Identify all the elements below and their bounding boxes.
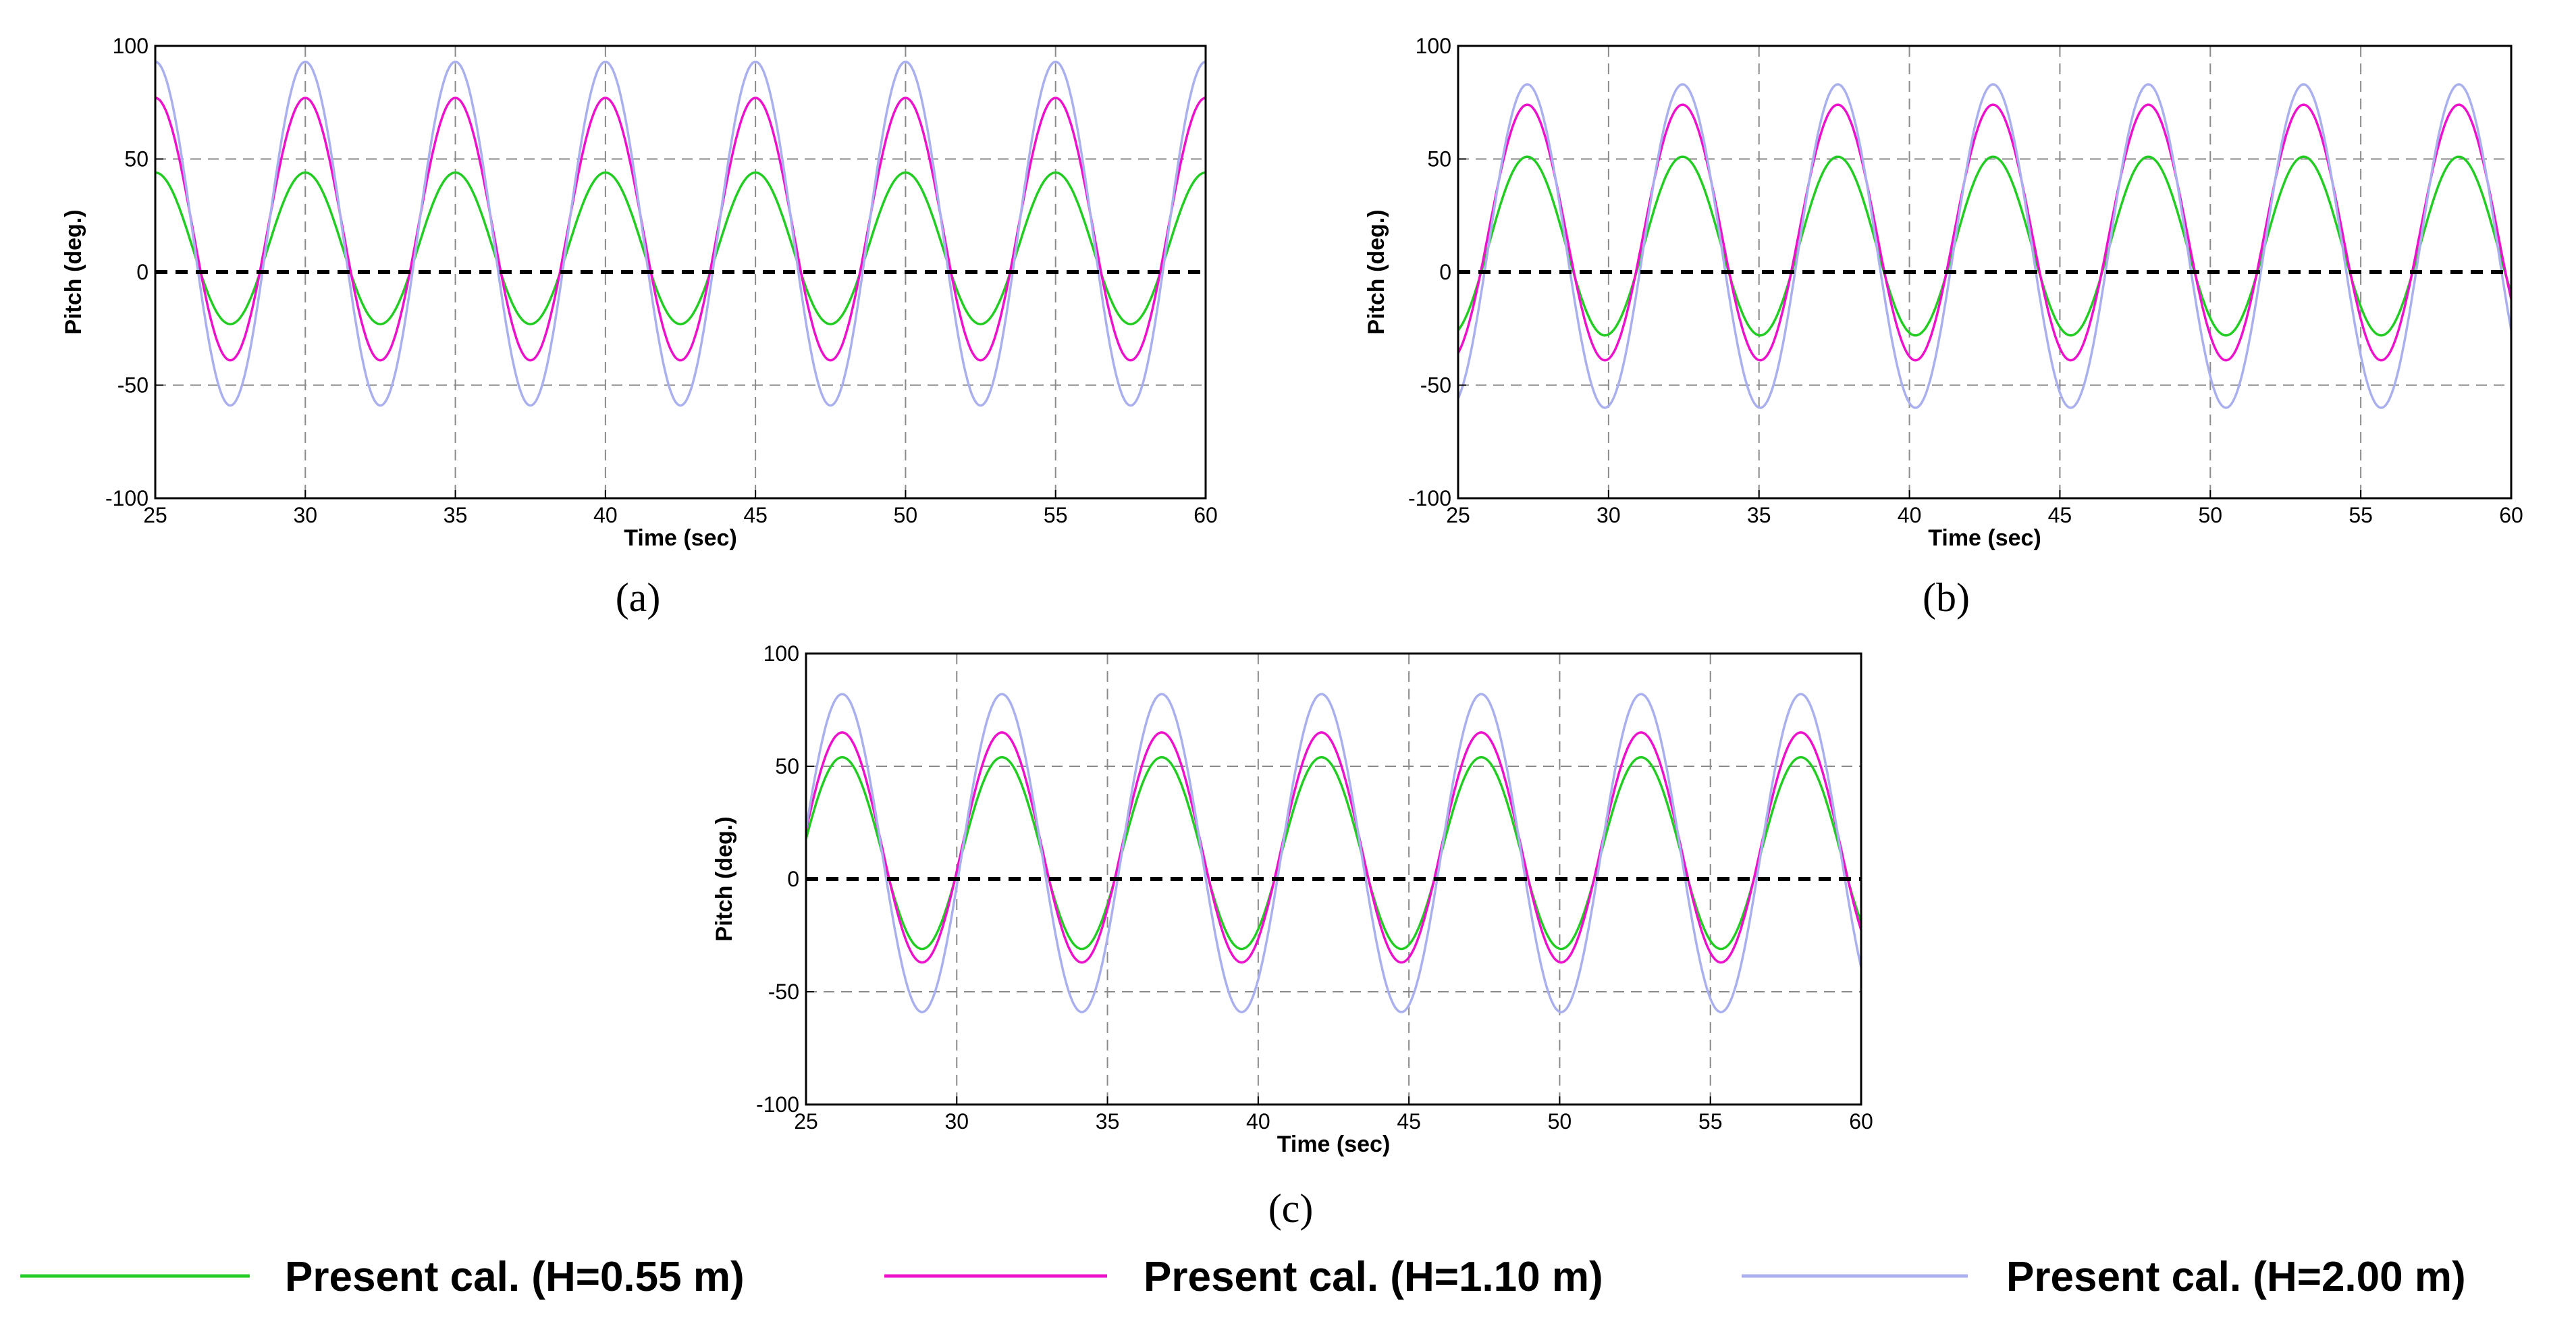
x-tick-label-40-a: 40	[593, 503, 618, 527]
series-line-h200-a	[155, 60, 1206, 407]
legend: Present cal. (H=0.55 m) Present cal. (H=…	[20, 1254, 2466, 1300]
x-tick-label-55-b: 55	[2349, 503, 2373, 527]
y-tick-label-100-b: 100	[1416, 34, 1451, 58]
x-axis-title-b: Time (sec)	[1928, 525, 2041, 551]
legend-item-h055: Present cal. (H=0.55 m)	[20, 1254, 745, 1300]
y-axis-title-b: Pitch (deg.)	[1364, 209, 1389, 334]
x-tick-label-45-c: 45	[1397, 1109, 1421, 1134]
y-tick-label-0-b: 0	[1439, 260, 1451, 284]
x-tick-label-40-b: 40	[1898, 503, 1922, 527]
series-line-h110-b	[1458, 103, 2511, 362]
legend-item-h200: Present cal. (H=2.00 m)	[1742, 1254, 2466, 1300]
panel-label-c: (c)	[1268, 1186, 1314, 1231]
x-tick-label-55-a: 55	[1044, 503, 1068, 527]
series-line-h055-c	[806, 755, 1861, 951]
y-axis-title-c: Pitch (deg.)	[712, 816, 737, 941]
series-line-h055-a	[155, 171, 1206, 325]
y-tick-label-100-c: 100	[763, 641, 799, 666]
x-tick-label-25-c: 25	[794, 1109, 818, 1134]
x-axis-title-c: Time (sec)	[1277, 1132, 1391, 1157]
y-tick-label--100-b: -100	[1408, 486, 1451, 510]
x-axis-title-a: Time (sec)	[624, 525, 737, 551]
y-tick-label--50-c: -50	[768, 980, 799, 1004]
series-line-h200-b	[1458, 83, 2511, 409]
series-line-h110-c	[806, 731, 1861, 964]
y-tick-label-50-c: 50	[775, 754, 799, 778]
x-tick-label-50-a: 50	[894, 503, 918, 527]
x-tick-label-25-a: 25	[143, 503, 167, 527]
chart-panel-a: 25 30 35 40 45 50 55 60 -100 -50 0 50 100 Time (sec) P…	[61, 34, 1218, 620]
y-tick-label-0-c: 0	[787, 867, 799, 891]
x-tick-label-60-a: 60	[1193, 503, 1218, 527]
x-tick-label-50-b: 50	[2198, 503, 2222, 527]
x-tick-label-35-b: 35	[1747, 503, 1771, 527]
series-line-h110-a	[155, 97, 1206, 362]
x-tick-label-25-b: 25	[1446, 503, 1470, 527]
y-tick-label--50-b: -50	[1420, 373, 1451, 398]
x-tick-label-45-a: 45	[743, 503, 768, 527]
legend-label-h200: Present cal. (H=2.00 m)	[2006, 1254, 2466, 1300]
y-tick-label-0-a: 0	[136, 260, 149, 284]
legend-label-h110: Present cal. (H=1.10 m)	[1144, 1254, 1603, 1300]
x-tick-label-30-c: 30	[944, 1109, 969, 1134]
chart-panel-b: 25 30 35 40 45 50 55 60 -100 -50 0 50 100 Time (sec) P…	[1364, 34, 2523, 620]
x-tick-label-45-b: 45	[2048, 503, 2072, 527]
x-tick-label-40-c: 40	[1246, 1109, 1270, 1134]
y-tick-label-100-a: 100	[113, 34, 149, 58]
y-tick-label--50-a: -50	[117, 373, 149, 398]
series-line-h200-c	[806, 693, 1861, 1013]
x-tick-label-50-c: 50	[1548, 1109, 1572, 1134]
x-tick-label-35-c: 35	[1096, 1109, 1120, 1134]
panel-label-b: (b)	[1923, 575, 1970, 620]
x-tick-label-30-a: 30	[293, 503, 317, 527]
x-tick-label-30-b: 30	[1596, 503, 1621, 527]
chart-panel-c: 25 30 35 40 45 50 55 60 -100 -50 0 50 100 Time (sec) P…	[712, 641, 1873, 1231]
x-tick-label-60-b: 60	[2499, 503, 2523, 527]
legend-item-h110: Present cal. (H=1.10 m)	[884, 1254, 1603, 1300]
y-tick-label-50-b: 50	[1427, 147, 1451, 171]
x-tick-label-55-c: 55	[1698, 1109, 1723, 1134]
legend-label-h055: Present cal. (H=0.55 m)	[285, 1254, 745, 1300]
x-tick-label-60-c: 60	[1849, 1109, 1873, 1134]
y-tick-label--100-c: -100	[756, 1092, 799, 1117]
x-tick-label-35-a: 35	[444, 503, 468, 527]
y-tick-label--100-a: -100	[105, 486, 149, 510]
panel-label-a: (a)	[616, 575, 661, 620]
y-tick-label-50-a: 50	[124, 147, 149, 171]
y-axis-title-a: Pitch (deg.)	[61, 209, 86, 334]
